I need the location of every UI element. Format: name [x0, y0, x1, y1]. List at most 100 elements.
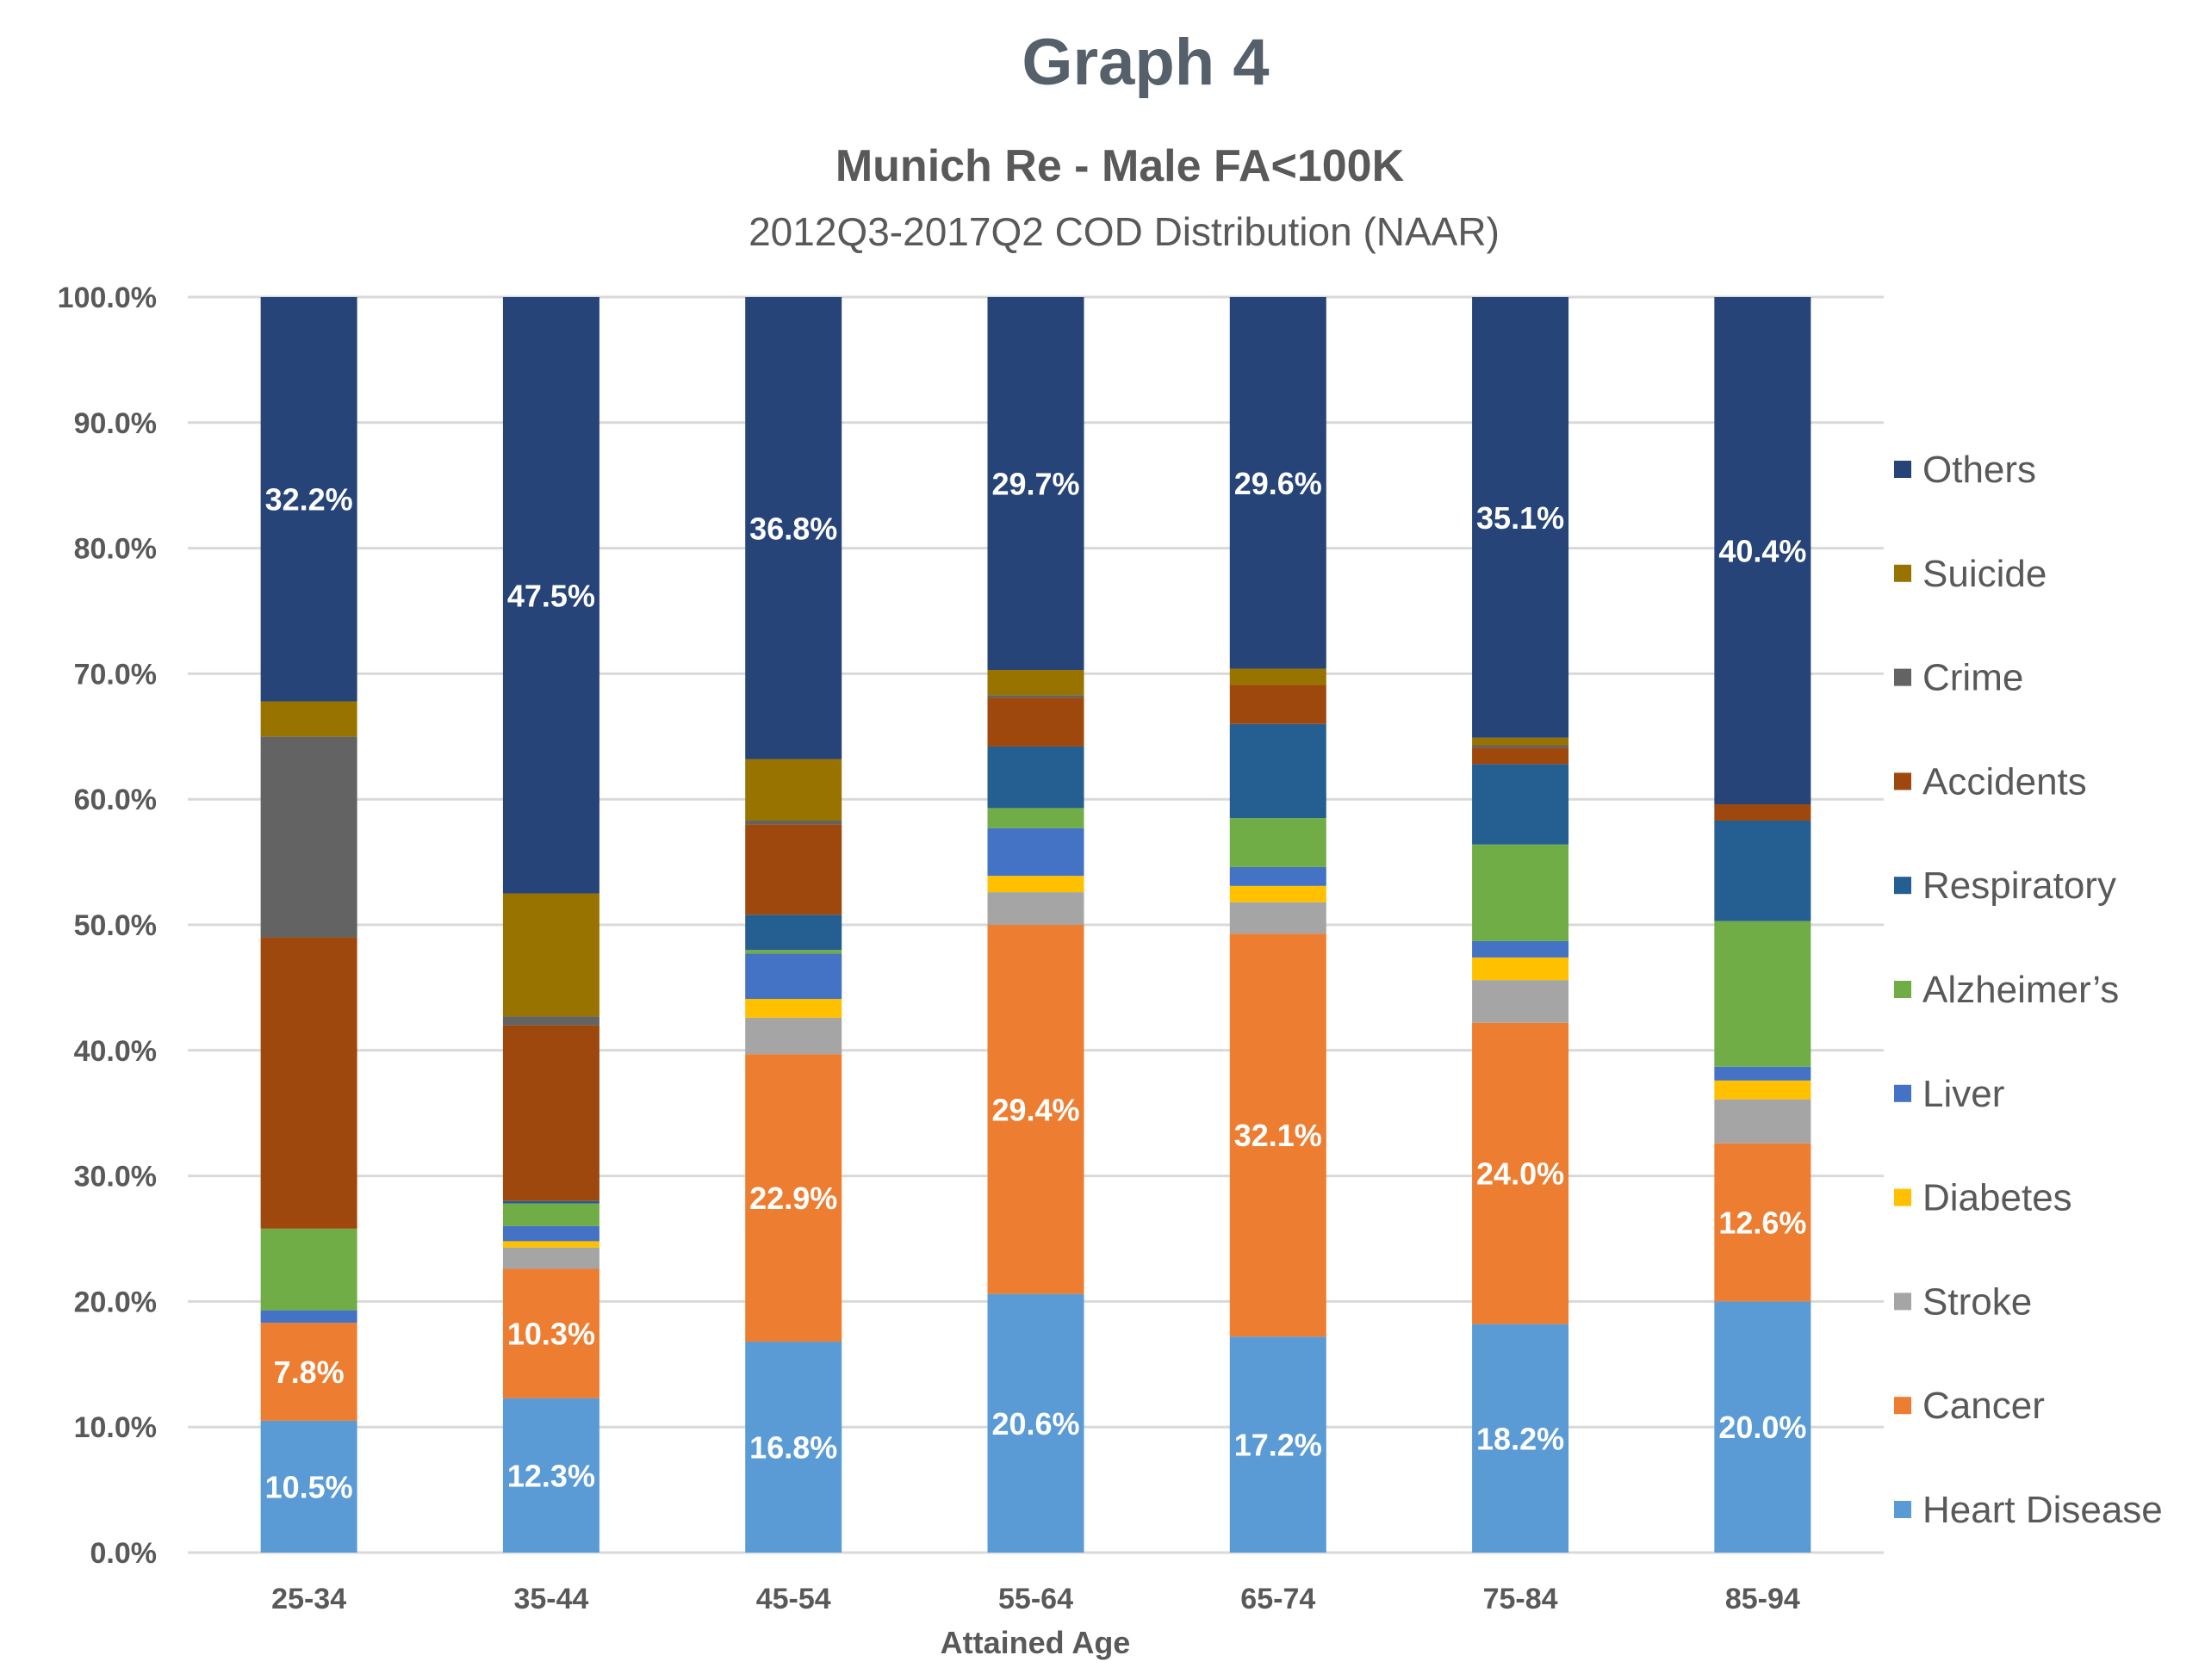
data-label: 17.2%	[1234, 1428, 1322, 1463]
bar-segment-cancer	[987, 925, 1084, 1294]
x-axis-title: Attained Age	[941, 1625, 1131, 1660]
legend-item: Crime	[1894, 657, 2023, 699]
y-tick-label: 100.0%	[58, 282, 157, 314]
bar-segment-crime	[987, 695, 1084, 698]
y-tick-label: 80.0%	[74, 533, 157, 566]
legend-item: Liver	[1894, 1073, 2004, 1115]
bar-segment-cancer	[1714, 1143, 1811, 1302]
y-tick-label: 50.0%	[74, 909, 157, 942]
legend-swatch	[1894, 1293, 1911, 1311]
y-tick-label: 30.0%	[74, 1161, 157, 1193]
legend-item: Alzheimer’s	[1894, 969, 2119, 1011]
y-tick-label: 60.0%	[74, 784, 157, 816]
legend-label: Others	[1922, 449, 2036, 491]
bar-segment-stroke	[987, 892, 1084, 925]
y-tick-label: 70.0%	[74, 658, 157, 691]
bar-segment-stroke	[1472, 980, 1569, 1023]
bar-segment-liver	[987, 828, 1084, 877]
bar-segment-diabetes	[1714, 1080, 1811, 1100]
bar-segment-diabetes	[502, 1241, 599, 1248]
legend-swatch	[1894, 1084, 1911, 1102]
legend-item: Diabetes	[1894, 1177, 2072, 1219]
bar-segment-alzheimer-s	[260, 1228, 357, 1311]
bar-segment-cancer	[1472, 1022, 1569, 1324]
x-tick-label: 35-44	[513, 1583, 588, 1615]
bar-segment-suicide	[260, 701, 357, 737]
data-label: 10.3%	[507, 1317, 595, 1352]
bar-segment-liver	[1714, 1066, 1811, 1081]
bar-segment-diabetes	[1229, 885, 1326, 902]
bar-segment-respiratory	[987, 746, 1084, 809]
legend-label: Crime	[1922, 657, 2023, 699]
bar-segment-crime	[1472, 745, 1569, 748]
legend-label: Diabetes	[1922, 1177, 2072, 1219]
data-label: 32.2%	[265, 482, 353, 518]
chart-title: Graph 4	[1022, 26, 1269, 99]
bar-segment-others	[987, 297, 1084, 671]
x-tick-label: 65-74	[1240, 1583, 1315, 1615]
bar-segment-diabetes	[745, 999, 842, 1018]
bar-segment-suicide	[1229, 668, 1326, 685]
bar-segment-heart-disease	[1714, 1301, 1811, 1553]
legend-swatch	[1894, 1188, 1911, 1206]
bar-segment-accidents	[1714, 804, 1811, 821]
bar-segment-crime	[745, 820, 842, 825]
legend: Others Suicide Crime Accidents Respiratory Al…	[1894, 449, 2163, 1531]
bar-stack-75-84	[1472, 297, 1569, 1553]
bar-segment-liver	[745, 953, 842, 1000]
bar-segment-accidents	[260, 937, 357, 1229]
bar-segment-cancer	[1229, 933, 1326, 1337]
data-label: 32.1%	[1234, 1118, 1322, 1153]
bar-segment-heart-disease	[1472, 1324, 1569, 1553]
legend-label: Suicide	[1922, 553, 2047, 595]
bar-stack-65-74	[1229, 297, 1326, 1553]
bar-segment-accidents	[745, 824, 842, 915]
bar-segment-crime	[260, 736, 357, 938]
bar-segment-alzheimer-s	[502, 1203, 599, 1226]
legend-label: Cancer	[1922, 1385, 2045, 1427]
data-label: 35.1%	[1476, 500, 1564, 536]
bar-segment-diabetes	[1472, 957, 1569, 981]
data-label: 24.0%	[1476, 1156, 1564, 1192]
legend-swatch	[1894, 1501, 1911, 1518]
bar-segment-respiratory	[1229, 723, 1326, 819]
data-label: 10.5%	[265, 1469, 353, 1504]
bar-segment-accidents	[502, 1025, 599, 1201]
bar-segment-others	[1229, 297, 1326, 669]
legend-swatch	[1894, 564, 1911, 582]
legend-item: Heart Disease	[1894, 1489, 2163, 1531]
x-tick-label: 75-84	[1483, 1583, 1558, 1615]
legend-item: Suicide	[1894, 553, 2047, 595]
data-label: 16.8%	[749, 1430, 837, 1466]
data-label: 29.4%	[991, 1092, 1079, 1127]
bar-segment-alzheimer-s	[745, 950, 842, 954]
bars	[260, 297, 1811, 1553]
bar-segment-stroke	[745, 1017, 842, 1055]
data-label: 20.0%	[1718, 1410, 1806, 1445]
legend-swatch	[1894, 1397, 1911, 1415]
legend-label: Alzheimer’s	[1922, 969, 2119, 1011]
legend-label: Accidents	[1922, 760, 2087, 803]
bar-stack-25-34	[260, 297, 357, 1553]
bar-segment-heart-disease	[1229, 1336, 1326, 1553]
bar-stack-55-64	[987, 297, 1084, 1553]
y-tick-label: 0.0%	[90, 1537, 158, 1570]
y-tick-label: 90.0%	[74, 407, 157, 440]
y-tick-label: 40.0%	[74, 1035, 157, 1068]
bar-segment-cancer	[745, 1054, 842, 1342]
x-tick-label: 55-64	[998, 1583, 1073, 1615]
legend-item: Accidents	[1894, 760, 2087, 803]
data-label: 12.3%	[507, 1458, 595, 1493]
bar-segment-liver	[260, 1310, 357, 1324]
bar-segment-diabetes	[987, 876, 1084, 893]
bar-segment-respiratory	[1714, 820, 1811, 921]
legend-item: Respiratory	[1894, 865, 2116, 907]
bar-segment-alzheimer-s	[987, 808, 1084, 828]
legend-swatch	[1894, 981, 1911, 998]
bar-segment-respiratory	[745, 914, 842, 951]
x-tick-label: 25-34	[271, 1583, 346, 1615]
legend-swatch	[1894, 877, 1911, 895]
bar-segment-suicide	[987, 670, 1084, 696]
legend-item: Stroke	[1894, 1280, 2032, 1323]
bar-segment-liver	[1472, 940, 1569, 958]
